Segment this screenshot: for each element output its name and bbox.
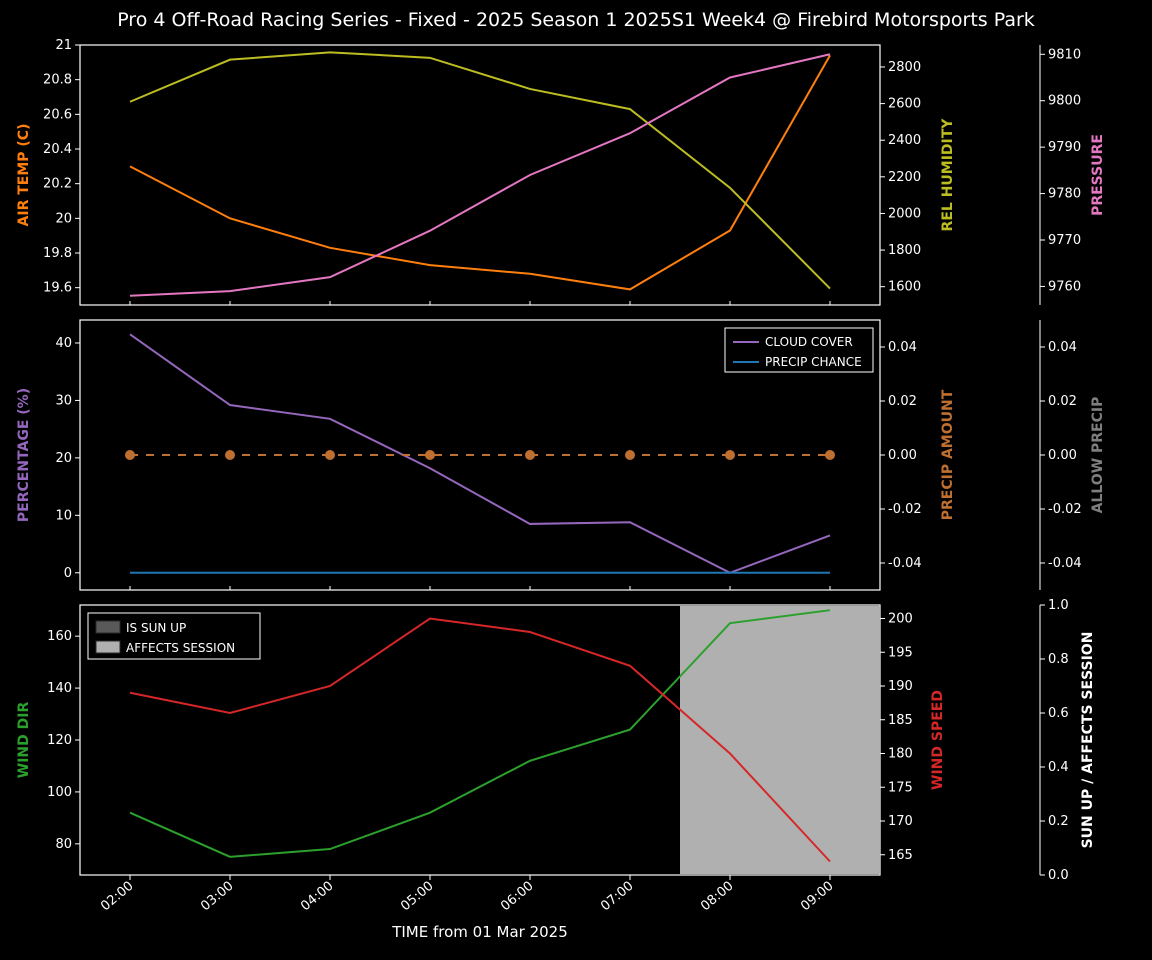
svg-text:PRESSURE: PRESSURE <box>1090 134 1106 216</box>
svg-text:19.8: 19.8 <box>43 246 72 261</box>
svg-text:AIR TEMP (C): AIR TEMP (C) <box>16 124 32 227</box>
svg-text:40: 40 <box>55 336 72 351</box>
svg-text:05:00: 05:00 <box>398 879 436 915</box>
svg-text:CLOUD COVER: CLOUD COVER <box>765 335 853 349</box>
svg-text:2400: 2400 <box>888 133 921 148</box>
svg-text:9760: 9760 <box>1048 279 1081 294</box>
svg-text:1.0: 1.0 <box>1048 598 1069 613</box>
svg-text:19.6: 19.6 <box>43 281 72 296</box>
svg-text:20.8: 20.8 <box>43 73 72 88</box>
svg-text:0.04: 0.04 <box>888 340 917 355</box>
svg-text:2800: 2800 <box>888 60 921 75</box>
svg-text:02:00: 02:00 <box>98 879 136 915</box>
svg-text:9780: 9780 <box>1048 187 1081 202</box>
svg-text:ALLOW PRECIP: ALLOW PRECIP <box>1090 397 1106 514</box>
svg-text:200: 200 <box>888 612 913 627</box>
svg-text:WIND DIR: WIND DIR <box>16 702 32 779</box>
chart-title: Pro 4 Off-Road Racing Series - Fixed - 2… <box>117 9 1035 31</box>
svg-text:195: 195 <box>888 645 913 660</box>
svg-text:2600: 2600 <box>888 97 921 112</box>
svg-text:180: 180 <box>888 747 913 762</box>
svg-text:21: 21 <box>55 38 72 53</box>
svg-text:80: 80 <box>55 837 72 852</box>
svg-text:9800: 9800 <box>1048 94 1081 109</box>
svg-text:03:00: 03:00 <box>198 879 236 915</box>
svg-text:20.4: 20.4 <box>43 142 72 157</box>
svg-text:120: 120 <box>47 733 72 748</box>
svg-text:-0.02: -0.02 <box>1048 502 1082 517</box>
svg-text:04:00: 04:00 <box>298 879 336 915</box>
svg-text:-0.04: -0.04 <box>1048 556 1082 571</box>
svg-text:9790: 9790 <box>1048 140 1081 155</box>
svg-text:0: 0 <box>64 566 72 581</box>
svg-text:9770: 9770 <box>1048 233 1081 248</box>
svg-text:9810: 9810 <box>1048 47 1081 62</box>
sun-up-region <box>680 606 880 874</box>
svg-text:1800: 1800 <box>888 243 921 258</box>
svg-text:2200: 2200 <box>888 170 921 185</box>
svg-text:0.02: 0.02 <box>888 394 917 409</box>
svg-text:20: 20 <box>55 451 72 466</box>
svg-text:09:00: 09:00 <box>798 879 836 915</box>
svg-text:PERCENTAGE (%): PERCENTAGE (%) <box>16 388 32 522</box>
svg-text:0.0: 0.0 <box>1048 868 1069 883</box>
svg-text:0.8: 0.8 <box>1048 652 1069 667</box>
svg-text:20.2: 20.2 <box>43 177 72 192</box>
svg-text:160: 160 <box>47 629 72 644</box>
svg-text:170: 170 <box>888 814 913 829</box>
svg-text:20: 20 <box>55 211 72 226</box>
svg-text:REL HUMIDITY: REL HUMIDITY <box>940 118 956 232</box>
svg-text:AFFECTS SESSION: AFFECTS SESSION <box>126 641 235 655</box>
weather-chart: Pro 4 Off-Road Racing Series - Fixed - 2… <box>0 0 1152 960</box>
svg-text:0.6: 0.6 <box>1048 706 1069 721</box>
svg-text:165: 165 <box>888 848 913 863</box>
svg-text:140: 140 <box>47 681 72 696</box>
svg-text:PRECIP CHANCE: PRECIP CHANCE <box>765 355 862 369</box>
svg-text:0.02: 0.02 <box>1048 394 1077 409</box>
svg-text:06:00: 06:00 <box>498 879 536 915</box>
svg-text:WIND SPEED: WIND SPEED <box>930 690 946 790</box>
svg-text:0.00: 0.00 <box>888 448 917 463</box>
svg-text:PRECIP AMOUNT: PRECIP AMOUNT <box>940 389 956 520</box>
svg-text:IS SUN UP: IS SUN UP <box>126 621 186 635</box>
svg-text:0.2: 0.2 <box>1048 814 1069 829</box>
svg-text:SUN UP / AFFECTS SESSION: SUN UP / AFFECTS SESSION <box>1080 632 1096 849</box>
svg-text:100: 100 <box>47 785 72 800</box>
svg-text:190: 190 <box>888 679 913 694</box>
svg-text:0.00: 0.00 <box>1048 448 1077 463</box>
svg-text:10: 10 <box>55 508 72 523</box>
svg-text:-0.04: -0.04 <box>888 556 922 571</box>
svg-text:08:00: 08:00 <box>698 879 736 915</box>
svg-text:07:00: 07:00 <box>598 879 636 915</box>
svg-text:20.6: 20.6 <box>43 107 72 122</box>
svg-text:175: 175 <box>888 780 913 795</box>
x-axis-title: TIME from 01 Mar 2025 <box>391 923 568 941</box>
svg-text:0.04: 0.04 <box>1048 340 1077 355</box>
svg-text:185: 185 <box>888 713 913 728</box>
svg-text:1600: 1600 <box>888 280 921 295</box>
svg-text:30: 30 <box>55 393 72 408</box>
svg-text:2000: 2000 <box>888 206 921 221</box>
svg-text:0.4: 0.4 <box>1048 760 1069 775</box>
svg-text:-0.02: -0.02 <box>888 502 922 517</box>
